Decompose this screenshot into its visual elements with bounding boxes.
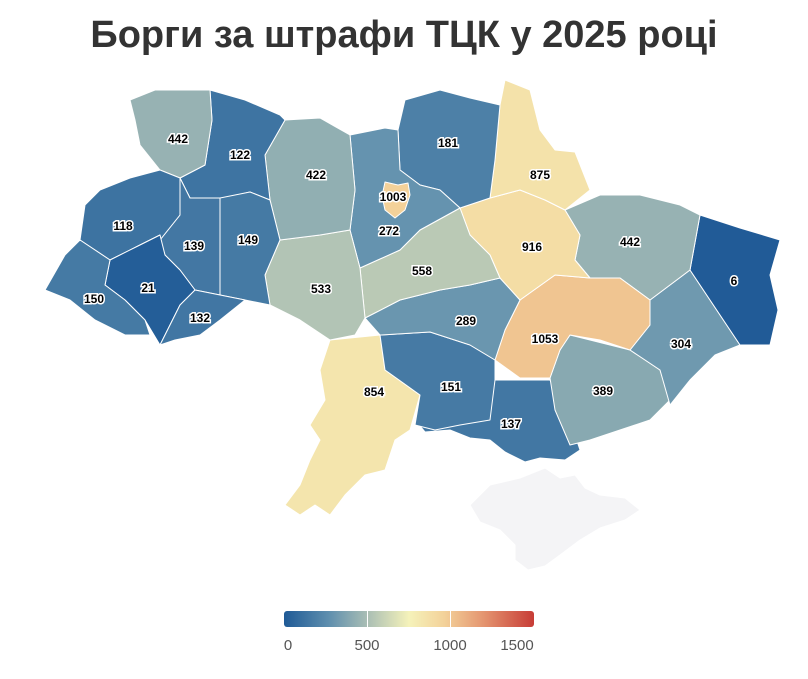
region-value-donetsk: 304 — [671, 337, 691, 351]
region-value-dnipropetrovsk: 1053 — [532, 332, 559, 346]
legend-separator — [367, 611, 368, 627]
region-value-zhytomyr: 422 — [306, 168, 326, 182]
legend-tick-500: 500 — [354, 637, 380, 654]
region-crimea[interactable] — [469, 467, 641, 571]
region-value-mykolaiv: 151 — [441, 380, 461, 394]
region-chernivtsi[interactable] — [159, 289, 246, 346]
legend-tick-0: 0 — [283, 637, 293, 654]
legend-separator — [450, 611, 451, 627]
region-value-sumy: 875 — [530, 168, 550, 182]
region-value-volyn: 442 — [168, 132, 188, 146]
region-value-kirovohrad: 289 — [456, 314, 476, 328]
region-value-odesa: 854 — [364, 385, 384, 399]
region-value-zakarpattia: 150 — [84, 292, 104, 306]
region-value-lviv: 118 — [113, 219, 133, 233]
color-legend: 0 500 1000 1500 — [284, 611, 534, 654]
legend-tick-1500: 1500 — [500, 637, 534, 654]
region-value-kharkiv: 442 — [620, 235, 640, 249]
region-value-vinnytsia: 533 — [311, 282, 331, 296]
map-title: Борги за штрафи ТЦК у 2025 році — [90, 14, 718, 56]
legend-gradient-bar — [284, 611, 534, 627]
region-sumy[interactable] — [489, 79, 591, 211]
region-zakarpattia[interactable] — [44, 239, 151, 336]
region-value-poltava: 916 — [522, 240, 542, 254]
legend-tick-1000: 1000 — [433, 637, 467, 654]
region-value-khmelnytskyi: 149 — [238, 233, 258, 247]
region-value-kherson: 137 — [501, 417, 521, 431]
region-kyiv-city[interactable] — [381, 181, 411, 219]
region-value-cherkasy: 558 — [412, 264, 432, 278]
region-luhansk[interactable] — [689, 214, 781, 346]
region-value-zaporizhzhia: 389 — [593, 384, 613, 398]
region-value-chernihiv: 181 — [438, 136, 458, 150]
region-dnipropetrovsk[interactable] — [494, 274, 651, 379]
region-value-chernivtsi: 132 — [190, 311, 210, 325]
region-value-luhansk: 6 — [731, 274, 738, 288]
region-value-kyiv-oblast: 272 — [379, 224, 399, 238]
region-value-kyiv-city: 1003 — [380, 190, 407, 204]
region-value-ternopil: 139 — [184, 239, 204, 253]
region-value-ivano-frankivsk: 21 — [141, 281, 155, 295]
region-value-rivne: 122 — [230, 148, 250, 162]
region-volyn[interactable] — [129, 89, 213, 179]
